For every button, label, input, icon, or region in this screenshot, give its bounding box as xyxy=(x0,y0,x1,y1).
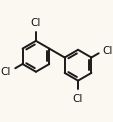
Text: Cl: Cl xyxy=(31,18,41,28)
Text: Cl: Cl xyxy=(102,46,112,56)
Text: Cl: Cl xyxy=(72,94,82,104)
Text: Cl: Cl xyxy=(1,66,11,76)
